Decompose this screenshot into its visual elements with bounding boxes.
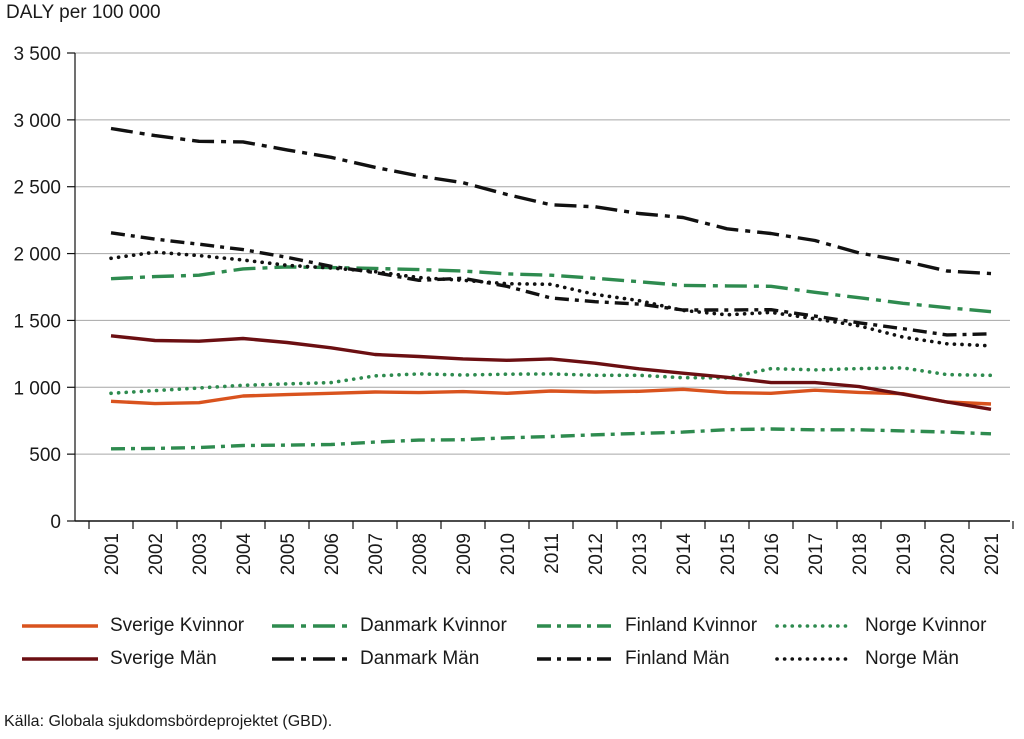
x-tick-label: 2017 <box>806 533 827 575</box>
legend-item-danmark-man: Danmark Män <box>270 645 479 673</box>
x-tick-labels: 2001 2002 2003 2004 2005 2006 2007 2008 2009 2010… <box>88 521 1014 576</box>
x-tick-label: 2021 <box>982 533 1003 575</box>
x-tick-label: 2007 <box>366 533 387 575</box>
legend-label: Sverige Kvinnor <box>110 615 245 636</box>
x-tick-label: 2008 <box>410 533 431 575</box>
legend-item-sverige-man: Sverige Män <box>20 645 217 673</box>
y-tick-label: 0 <box>50 512 61 533</box>
legend-item-sverige-kvinnor: Sverige Kvinnor <box>20 612 244 640</box>
x-tick-label: 2020 <box>938 533 959 575</box>
legend-swatch-norge-kvinnor <box>775 624 855 628</box>
y-tick-label: 1 500 <box>13 311 61 332</box>
legend-swatch-sverige-kvinnor <box>22 624 98 628</box>
legend-swatch-finland-kvinnor <box>537 624 613 628</box>
x-tick-label: 2003 <box>190 533 211 575</box>
x-tick-label: 2005 <box>278 533 299 575</box>
legend-label: Norge Kvinnor <box>865 615 987 636</box>
x-tick-label: 2014 <box>674 533 695 576</box>
series-line-norge-man <box>109 250 993 348</box>
legend-swatch-danmark-man <box>272 657 348 661</box>
x-tick-label: 2001 <box>102 533 123 575</box>
series-line-norge-kvinnor <box>109 366 993 396</box>
y-tick-label: 500 <box>29 445 61 466</box>
series-lines <box>109 126 993 451</box>
x-tick-label: 2011 <box>542 533 563 574</box>
legend-label: Norge Män <box>865 648 959 669</box>
legend-label: Finland Kvinnor <box>625 615 758 636</box>
x-tick-label: 2019 <box>894 533 915 575</box>
legend-swatch-finland-man <box>537 657 613 661</box>
x-tick-label: 2009 <box>454 533 475 575</box>
legend-swatch-sverige-man <box>22 657 98 661</box>
x-tick-label: 2006 <box>322 533 343 575</box>
y-tick-label: 2 000 <box>13 245 61 266</box>
series-line-sverige-kvinnor <box>110 387 992 406</box>
x-tick-label: 2013 <box>630 533 651 575</box>
x-tick-label: 2002 <box>146 533 167 575</box>
y-tick-label: 1 000 <box>13 378 61 399</box>
x-tick-label: 2010 <box>498 533 519 575</box>
y-tick-labels: 0 500 1 000 1 500 2 000 2 500 3 000 3 500 <box>13 44 75 533</box>
y-tick-label: 3 000 <box>13 111 61 132</box>
y-tick-label: 2 500 <box>13 178 61 199</box>
legend-label: Finland Män <box>625 648 730 669</box>
x-tick-label: 2004 <box>234 533 255 576</box>
legend-label: Sverige Män <box>110 648 217 669</box>
x-tick-label: 2015 <box>718 533 739 575</box>
series-line-danmark-man <box>110 126 992 276</box>
source-note: Källa: Globala sjukdomsbördeprojektet (G… <box>4 713 333 730</box>
legend-item-finland-man: Finland Män <box>535 645 730 673</box>
legend-item-danmark-kvinnor: Danmark Kvinnor <box>270 612 507 640</box>
legend-swatch-danmark-kvinnor <box>272 624 348 628</box>
legend-item-norge-kvinnor: Norge Kvinnor <box>775 612 986 640</box>
legend-swatch-norge-man <box>775 657 855 661</box>
y-tick-label: 3 500 <box>13 44 61 65</box>
series-line-finland-man <box>110 231 992 337</box>
legend-label: Danmark Män <box>360 648 480 669</box>
y-axis-title: DALY per 100 000 <box>6 2 161 23</box>
series-line-danmark-kvinnor <box>110 265 992 314</box>
legend-item-norge-man: Norge Män <box>775 645 959 673</box>
y-gridlines <box>75 52 1010 455</box>
series-line-finland-kvinnor <box>110 427 992 451</box>
series-line-sverige-man <box>110 334 992 411</box>
legend-label: Danmark Kvinnor <box>360 615 507 636</box>
x-tick-label: 2012 <box>586 533 607 575</box>
x-tick-label: 2018 <box>850 533 871 575</box>
legend-item-finland-kvinnor: Finland Kvinnor <box>535 612 757 640</box>
x-tick-label: 2016 <box>762 533 783 575</box>
legend: Sverige Kvinnor Danmark Kvinnor Finland … <box>20 612 1020 676</box>
